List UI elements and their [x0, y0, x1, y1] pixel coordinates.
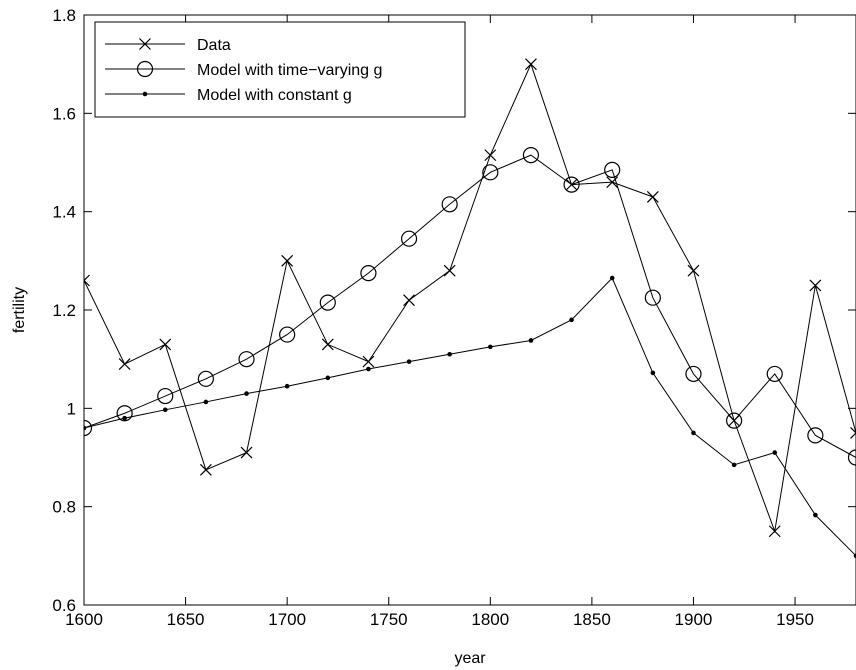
data-point-x-marker — [84, 279, 90, 287]
data-point-dot-marker — [447, 351, 452, 357]
axis-ticks: 1600 1650 1700 1750 1800 1850 1900 1950 0.6 0.8 1 1… — [52, 6, 856, 629]
x-tick-label: 1800 — [471, 610, 509, 629]
data-point-x-marker — [768, 525, 781, 538]
data-point-x-marker — [525, 58, 537, 71]
y-tick-label: 1.2 — [52, 301, 76, 320]
data-point-x-marker — [606, 176, 619, 189]
data-point-dot-marker — [569, 317, 574, 323]
legend-entry: Data — [105, 37, 231, 54]
legend-entry: Model with time−varying g — [105, 60, 382, 79]
data-point-dot-marker — [325, 375, 331, 381]
data-point-dot-marker — [84, 425, 87, 431]
data-point-circle-marker — [766, 365, 783, 383]
data-point-circle-marker — [136, 60, 154, 78]
data-point-circle-marker — [238, 351, 255, 368]
x-tick-label: 1900 — [675, 610, 713, 629]
y-axis-label: fertility — [11, 287, 28, 333]
data-point-dot-marker — [142, 91, 148, 97]
data-point-x-marker — [484, 149, 497, 162]
series-3 — [84, 275, 856, 559]
data-point-x-marker — [443, 264, 456, 277]
data-point-dot-marker — [488, 344, 493, 350]
y-tick-label: 1 — [67, 399, 76, 418]
data-point-circle-marker — [441, 196, 458, 213]
series-line — [84, 62, 856, 534]
data-point-dot-marker — [284, 383, 290, 389]
data-point-circle-marker — [360, 265, 377, 282]
data-point-x-marker — [362, 355, 375, 368]
data-point-x-marker — [240, 446, 253, 459]
data-point-circle-marker — [726, 412, 743, 429]
data-point-dot-marker — [650, 370, 656, 376]
data-point-circle-marker — [604, 161, 621, 178]
series-1 — [84, 58, 856, 538]
data-point-dot-marker — [122, 415, 127, 421]
data-point-dot-marker — [609, 275, 615, 281]
data-point-dot-marker — [772, 450, 778, 455]
data-point-circle-marker — [644, 289, 661, 306]
data-point-x-marker — [850, 426, 856, 434]
data-point-dot-marker — [203, 399, 209, 405]
data-point-circle-marker — [807, 427, 824, 444]
x-tick-label: 1850 — [573, 610, 611, 629]
data-point-circle-marker — [197, 370, 214, 387]
data-point-x-marker — [139, 38, 151, 50]
data-point-circle-marker — [847, 449, 856, 466]
legend-label: Data — [197, 37, 231, 54]
legend-label: Model with constant g — [197, 87, 352, 104]
data-point-dot-marker — [366, 366, 371, 372]
x-tick-label: 1600 — [65, 610, 103, 629]
series-layer — [84, 58, 856, 559]
x-tick-label: 1700 — [268, 610, 306, 629]
data-point-circle-marker — [522, 147, 540, 164]
data-point-dot-marker — [528, 338, 534, 343]
data-point-x-marker — [850, 432, 856, 439]
x-tick-label: 1750 — [370, 610, 408, 629]
data-point-dot-marker — [244, 391, 249, 396]
data-point-circle-marker — [400, 230, 418, 247]
data-point-circle-marker — [279, 326, 296, 343]
data-point-x-marker — [646, 190, 659, 203]
data-point-circle-marker — [116, 405, 133, 422]
y-tick-label: 0.6 — [52, 596, 76, 615]
x-tick-label: 1950 — [776, 610, 814, 629]
data-point-dot-marker — [731, 462, 737, 468]
data-point-circle-marker — [157, 387, 174, 405]
data-point-dot-marker — [691, 430, 696, 436]
data-point-x-marker — [118, 358, 131, 371]
data-point-dot-marker — [813, 512, 818, 518]
x-tick-label: 1650 — [167, 610, 205, 629]
data-point-x-marker — [159, 338, 172, 351]
series-line — [84, 277, 856, 557]
x-axis-label: year — [454, 650, 486, 667]
data-point-circle-marker — [84, 419, 93, 437]
legend-label: Model with time−varying g — [197, 62, 382, 79]
y-tick-label: 1.8 — [52, 6, 76, 25]
data-point-x-marker — [809, 279, 822, 292]
series-2 — [84, 147, 856, 466]
data-point-x-marker — [281, 254, 294, 267]
data-point-x-marker — [84, 274, 90, 282]
data-point-circle-marker — [563, 176, 580, 193]
data-point-dot-marker — [162, 407, 168, 413]
y-tick-label: 1.4 — [52, 203, 76, 222]
data-point-x-marker — [687, 264, 700, 277]
y-tick-label: 0.8 — [52, 498, 76, 517]
data-point-x-marker — [199, 463, 212, 476]
data-point-circle-marker — [482, 164, 499, 181]
data-point-circle-marker — [319, 294, 336, 311]
legend-entry: Model with constant g — [105, 87, 352, 104]
data-point-x-marker — [321, 338, 334, 351]
legend: Data Model with time−varying g Model with … — [94, 21, 466, 118]
y-tick-label: 1.6 — [52, 104, 76, 123]
data-point-dot-marker — [406, 359, 412, 364]
data-point-x-marker — [403, 294, 415, 307]
data-point-circle-marker — [685, 365, 702, 383]
data-point-dot-marker — [853, 553, 856, 559]
